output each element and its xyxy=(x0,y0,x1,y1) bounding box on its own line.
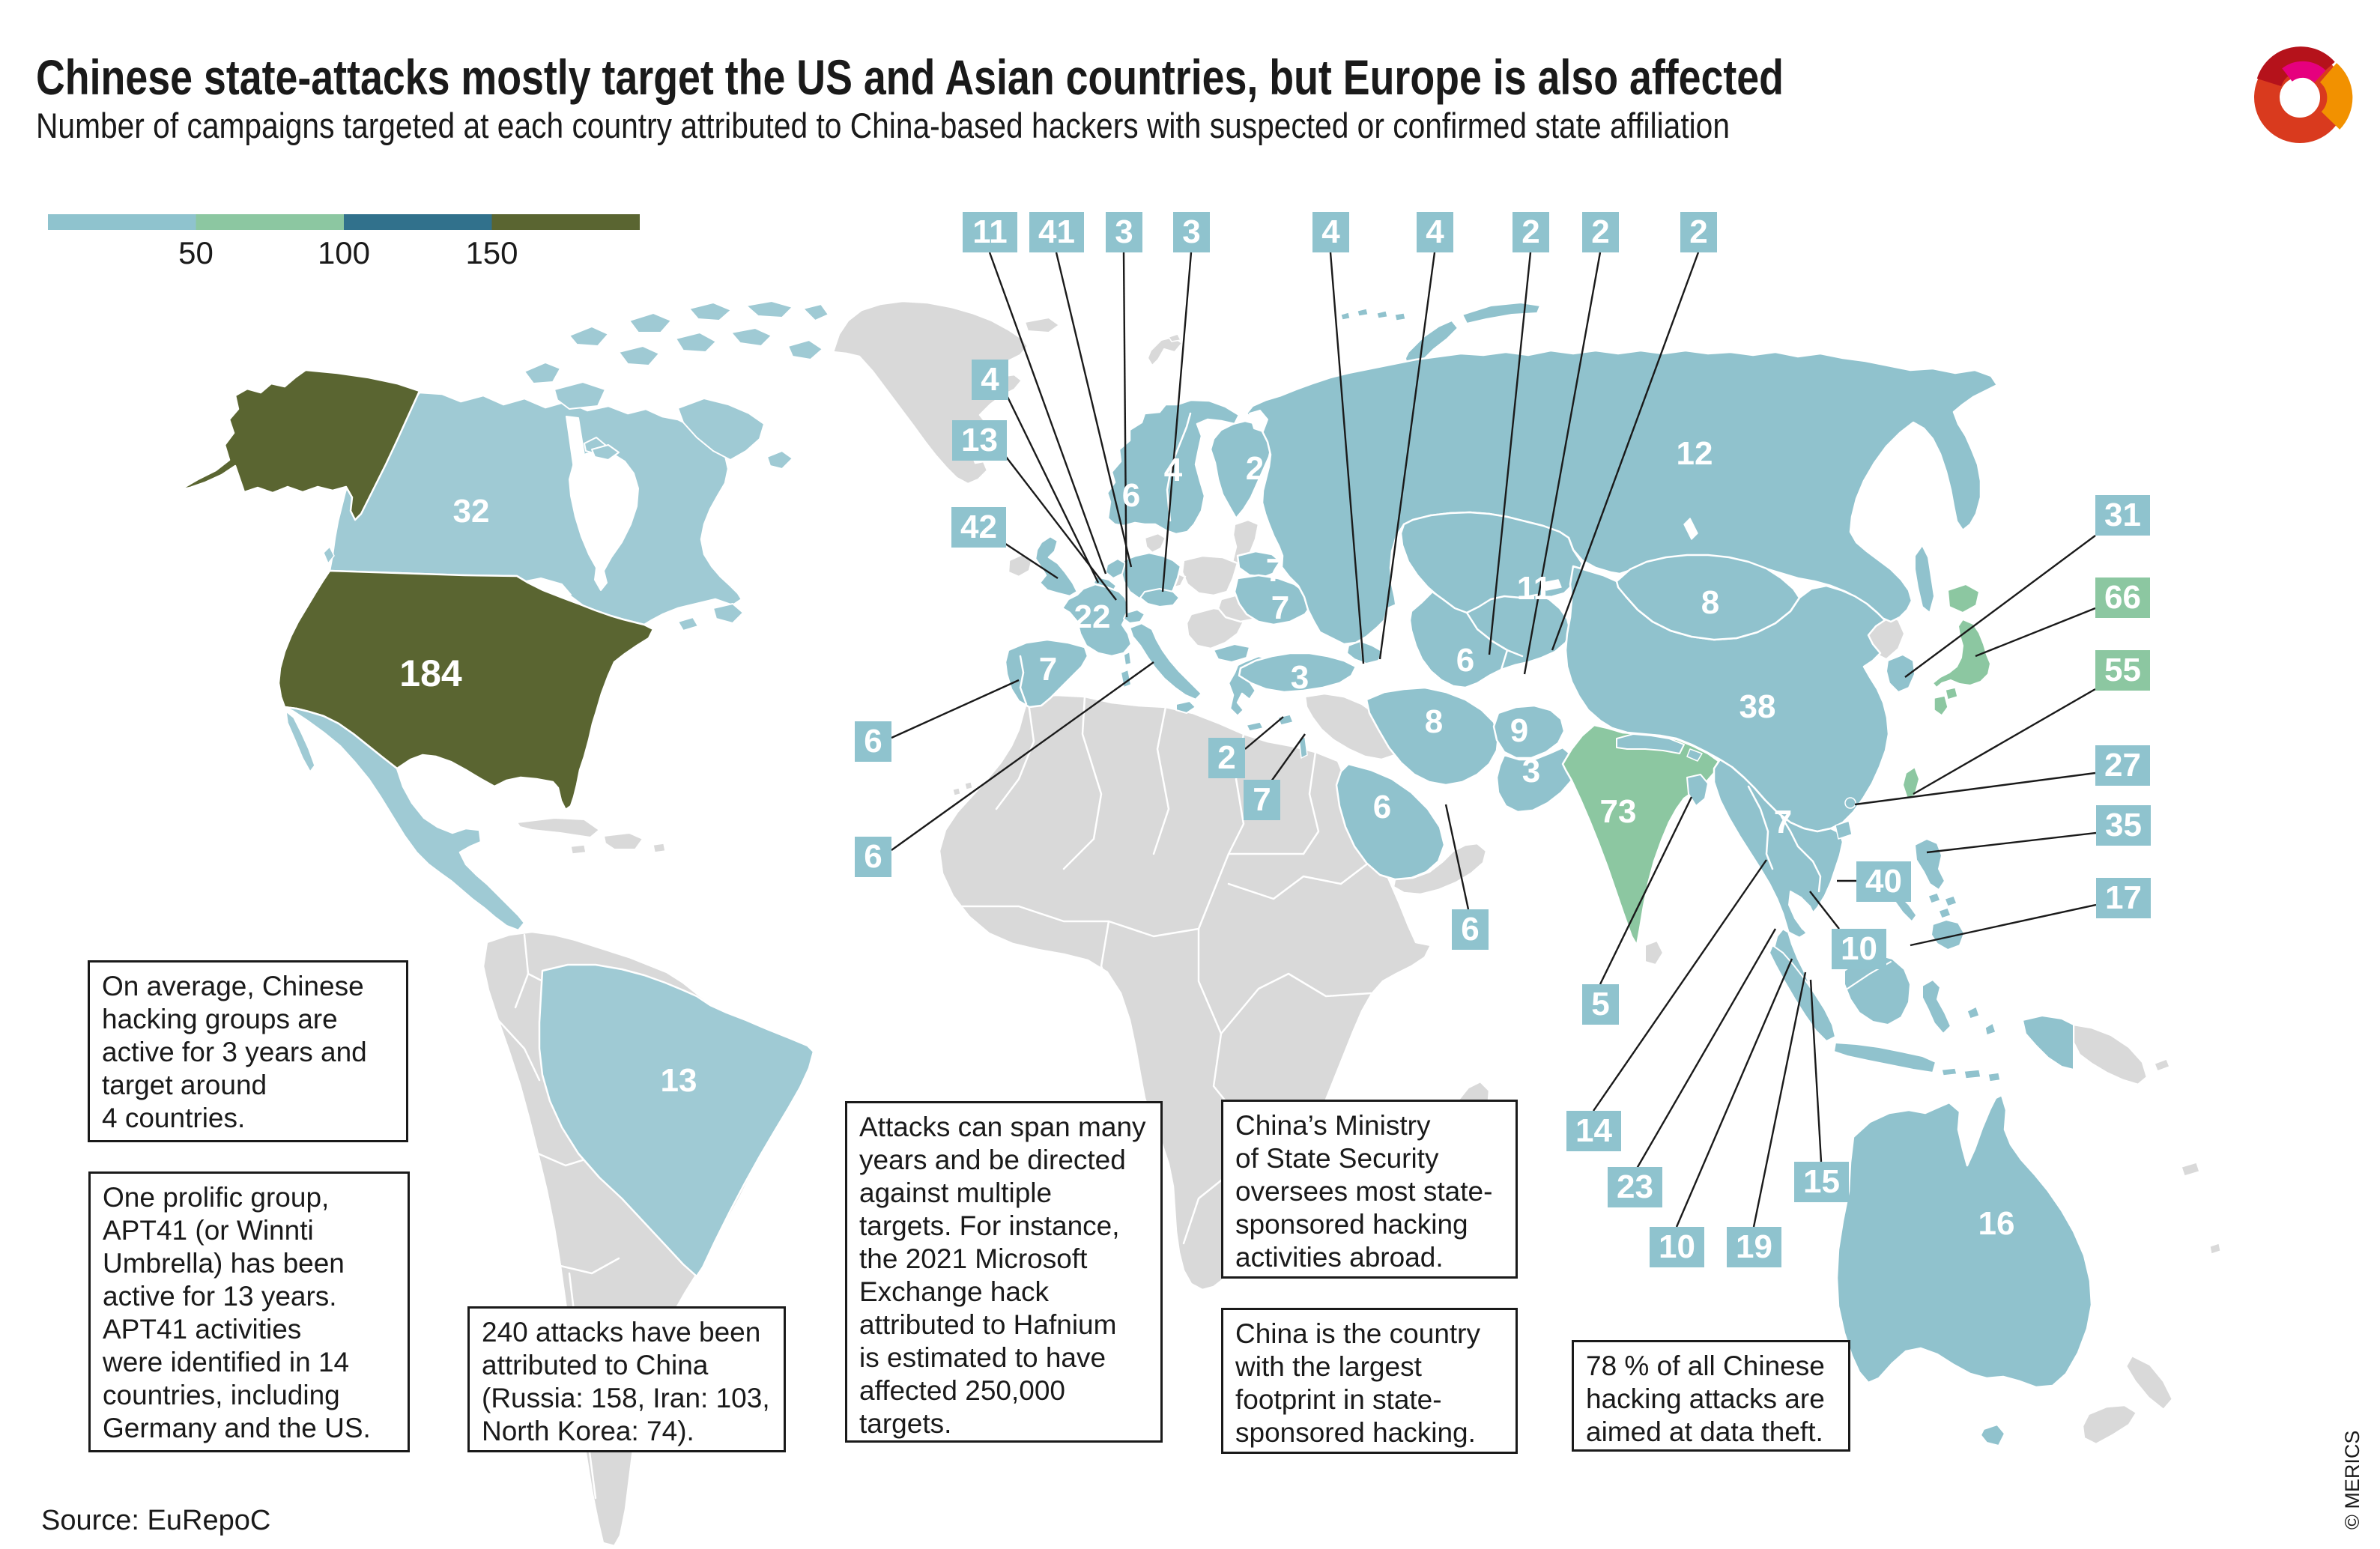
svg-text:35: 35 xyxy=(2105,807,2142,843)
svg-text:50: 50 xyxy=(178,235,214,270)
svg-text:6: 6 xyxy=(864,838,882,875)
svg-text:8: 8 xyxy=(1425,703,1443,740)
svg-text:15: 15 xyxy=(1803,1163,1840,1200)
svg-text:6: 6 xyxy=(1373,789,1391,825)
svg-text:13: 13 xyxy=(961,422,998,458)
svg-text:11: 11 xyxy=(972,213,1008,250)
svg-text:8: 8 xyxy=(1701,584,1719,621)
svg-text:2: 2 xyxy=(1521,213,1539,250)
svg-text:22: 22 xyxy=(1074,598,1111,635)
svg-text:5: 5 xyxy=(1591,986,1609,1022)
svg-text:2: 2 xyxy=(1217,739,1235,776)
svg-text:9: 9 xyxy=(1510,712,1528,749)
svg-text:Chinese state-attacks mostly t: Chinese state-attacks mostly target the … xyxy=(36,49,1784,105)
svg-text:100: 100 xyxy=(318,235,370,270)
svg-text:3: 3 xyxy=(1115,213,1133,250)
svg-text:13: 13 xyxy=(661,1062,697,1099)
svg-text:4: 4 xyxy=(1426,213,1444,250)
svg-text:2: 2 xyxy=(1246,450,1264,487)
svg-text:150: 150 xyxy=(465,235,518,270)
svg-text:7: 7 xyxy=(1253,781,1271,818)
svg-text:55: 55 xyxy=(2104,652,2141,688)
svg-text:41: 41 xyxy=(1038,213,1075,250)
svg-text:Number of campaigns targeted a: Number of campaigns targeted at each cou… xyxy=(36,106,1730,145)
svg-text:4: 4 xyxy=(1164,452,1183,488)
svg-text:© MERICS: © MERICS xyxy=(2341,1431,2364,1530)
svg-text:38: 38 xyxy=(1739,688,1776,725)
svg-text:12: 12 xyxy=(1677,435,1713,472)
svg-text:2: 2 xyxy=(1689,213,1707,250)
svg-text:184: 184 xyxy=(399,652,462,694)
svg-text:6: 6 xyxy=(1456,642,1474,679)
svg-text:2: 2 xyxy=(1591,213,1609,250)
svg-text:16: 16 xyxy=(1978,1205,2015,1242)
svg-text:3: 3 xyxy=(1522,753,1540,789)
svg-text:31: 31 xyxy=(2104,497,2141,533)
svg-text:19: 19 xyxy=(1736,1228,1772,1265)
svg-text:14: 14 xyxy=(1575,1112,1612,1149)
svg-text:6: 6 xyxy=(864,723,882,760)
svg-text:10: 10 xyxy=(1659,1228,1695,1265)
svg-text:6: 6 xyxy=(1461,911,1479,948)
svg-text:7: 7 xyxy=(1774,804,1792,840)
svg-text:6: 6 xyxy=(1122,477,1140,514)
svg-text:7: 7 xyxy=(1271,589,1289,626)
svg-text:4: 4 xyxy=(981,361,999,398)
svg-text:73: 73 xyxy=(1600,793,1637,830)
svg-text:11: 11 xyxy=(1517,570,1552,607)
svg-text:3: 3 xyxy=(1291,659,1309,696)
svg-text:42: 42 xyxy=(960,509,997,545)
svg-text:7: 7 xyxy=(1266,552,1284,589)
svg-text:66: 66 xyxy=(2104,579,2141,616)
svg-text:10: 10 xyxy=(1841,930,1877,967)
svg-text:4: 4 xyxy=(1321,213,1340,250)
svg-text:40: 40 xyxy=(1865,863,1902,900)
svg-text:32: 32 xyxy=(453,493,490,530)
svg-text:3: 3 xyxy=(1182,213,1200,250)
svg-text:7: 7 xyxy=(1039,651,1057,688)
svg-text:Source: EuRepoC: Source: EuRepoC xyxy=(41,1505,270,1536)
svg-text:17: 17 xyxy=(2105,879,2142,916)
svg-text:10: 10 xyxy=(340,787,377,824)
svg-text:23: 23 xyxy=(1617,1168,1653,1205)
svg-text:27: 27 xyxy=(2104,747,2141,783)
